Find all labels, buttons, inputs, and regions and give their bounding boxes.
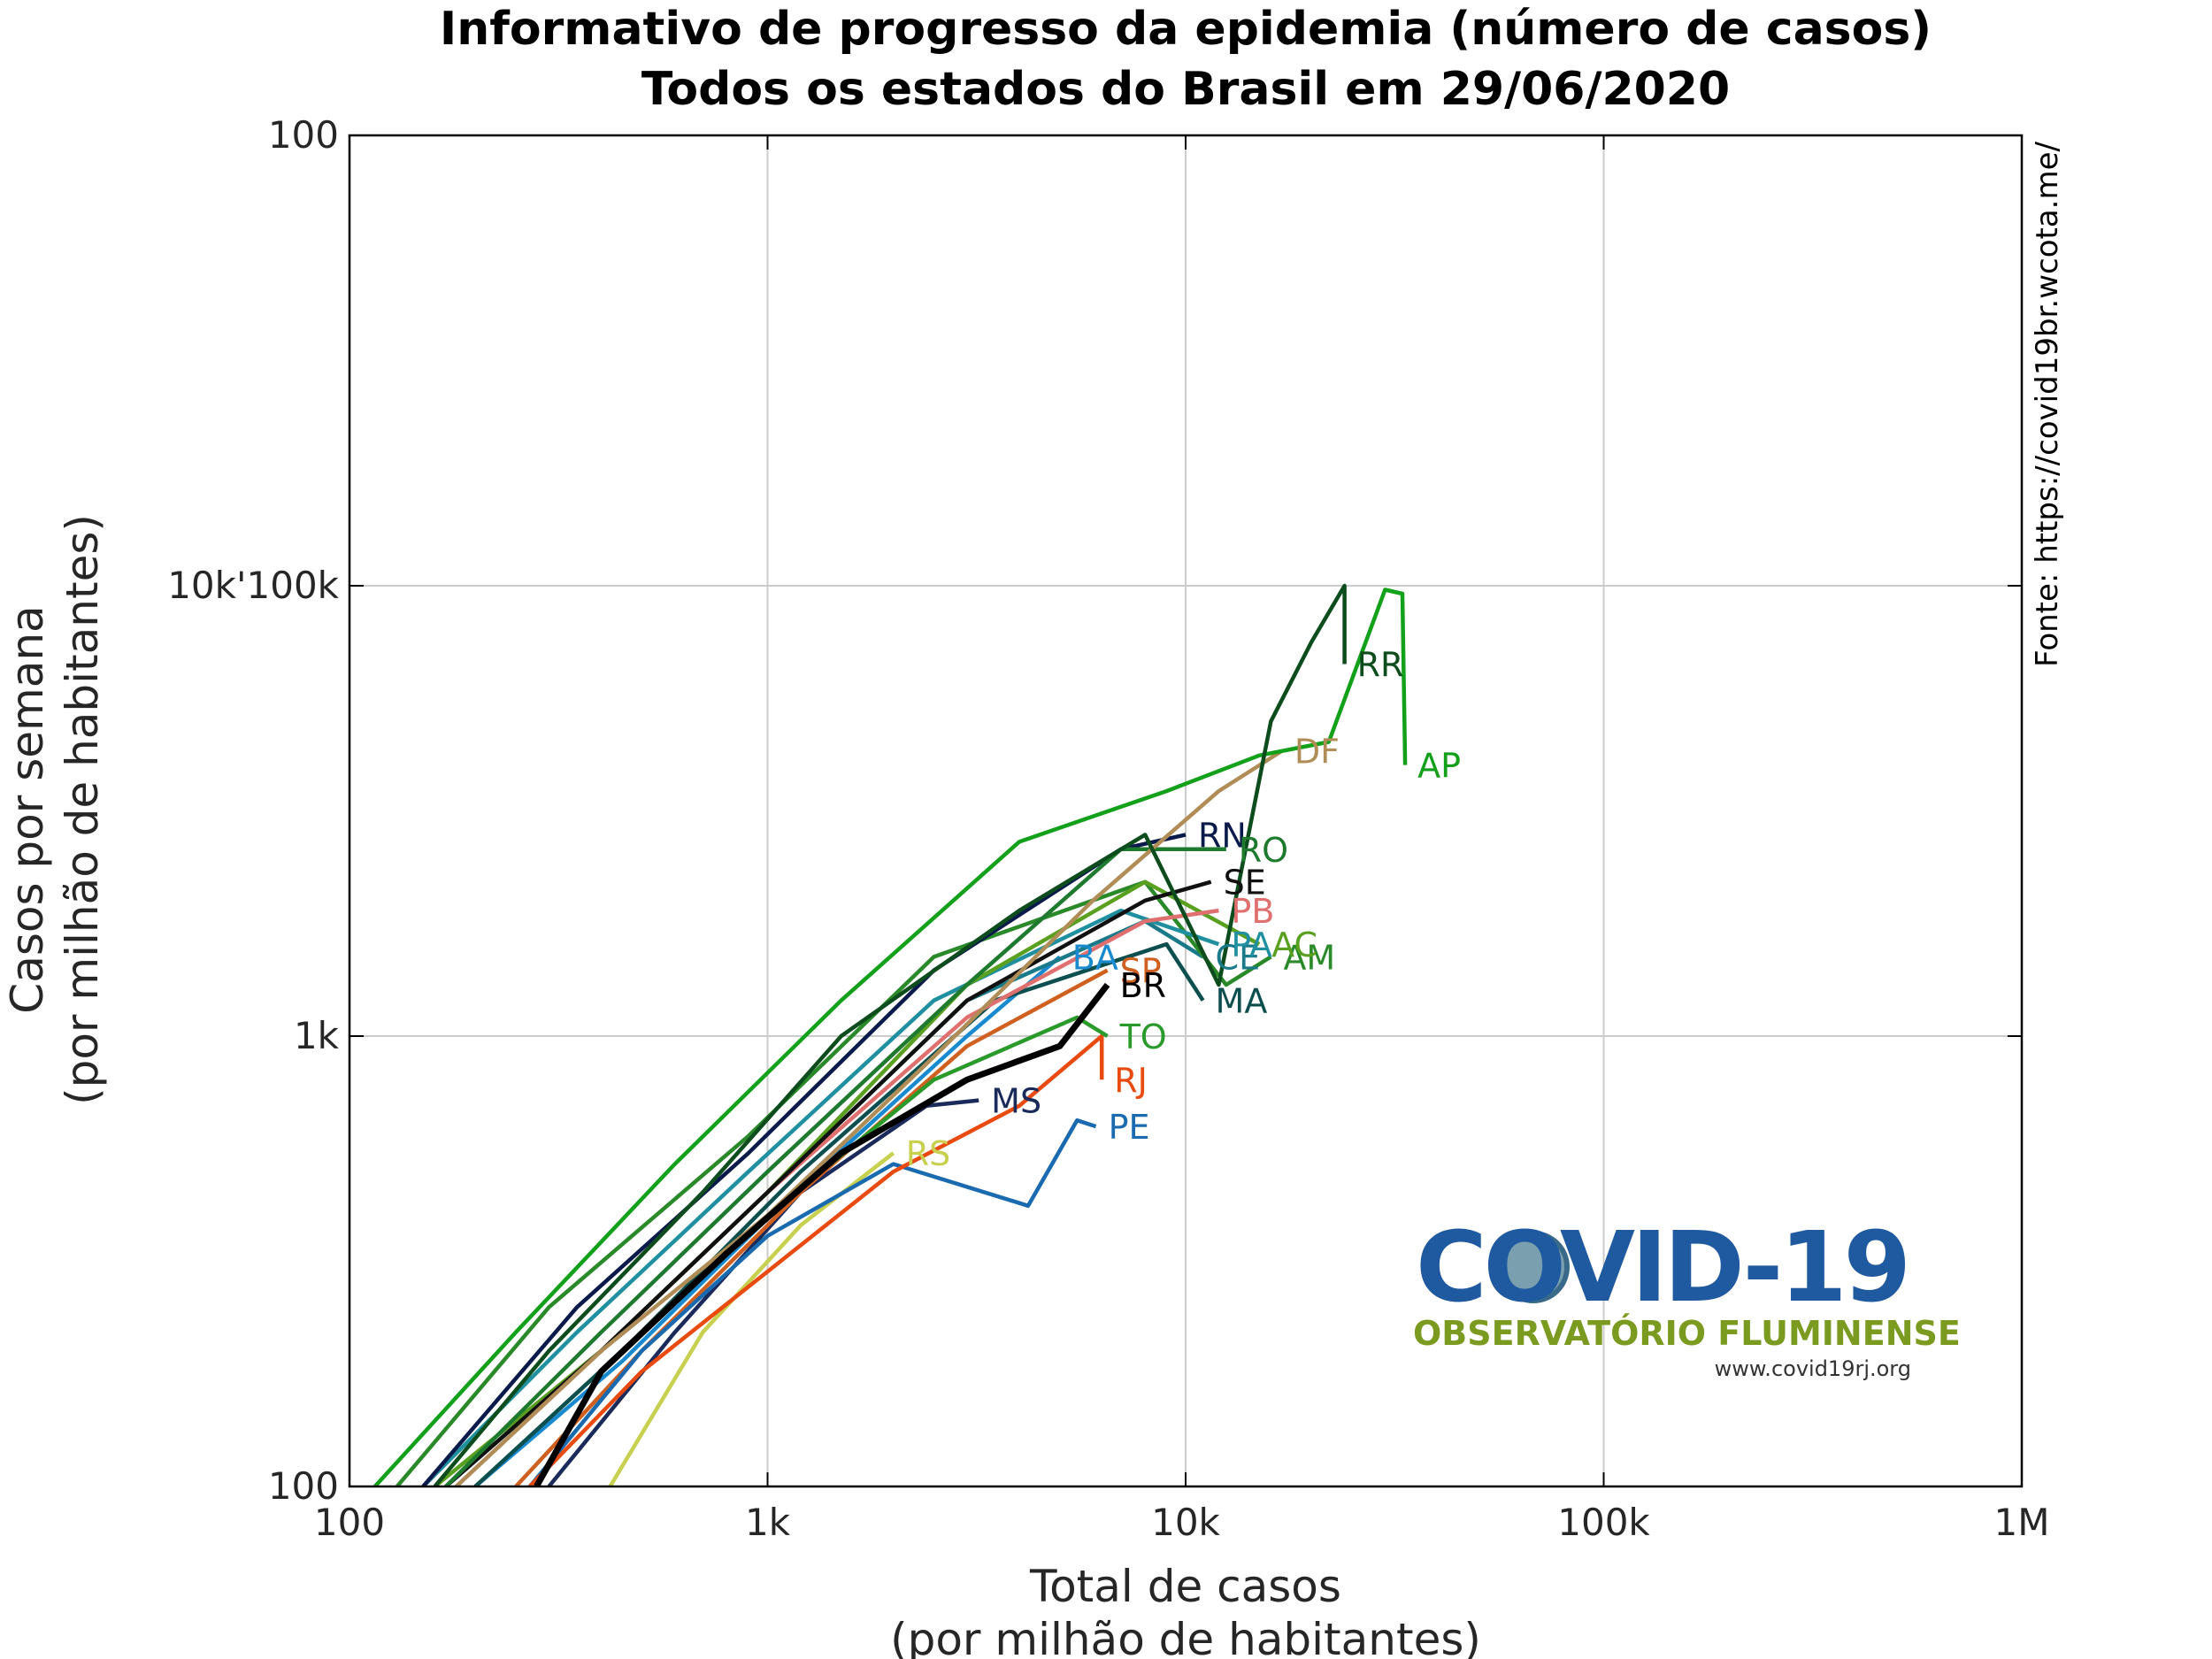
series-line: [396, 879, 1272, 1486]
series-line: [433, 583, 1347, 1486]
y-tick-label: 1k: [294, 1014, 340, 1057]
series-label: MA: [1216, 982, 1268, 1021]
series-label: RO: [1239, 831, 1288, 870]
series-label: PE: [1109, 1108, 1150, 1147]
x-tick-label: 1k: [745, 1501, 791, 1544]
series-label: BA: [1072, 938, 1118, 977]
series-label: RS: [906, 1134, 951, 1173]
series-label: MS: [991, 1082, 1041, 1121]
plot-frame: [348, 134, 2024, 1488]
series-label: AC: [1271, 926, 1317, 964]
series-line: [444, 847, 1226, 1486]
series-line: [528, 1033, 1104, 1486]
series-label: RN: [1198, 816, 1247, 855]
series-line: [421, 908, 1220, 1486]
series-label: PB: [1231, 892, 1274, 931]
chart-subtitle: Todos os estados do Brasil em 29/06/2020: [641, 63, 1730, 116]
x-tick-label: 100k: [1557, 1501, 1650, 1544]
x-axis-label: (por milhão de habitantes): [890, 1614, 1481, 1659]
lines: [373, 583, 1408, 1486]
x-axis-label: Total de casos: [1029, 1561, 1341, 1612]
series-label: PA: [1231, 926, 1271, 964]
series-line: [528, 1118, 1097, 1486]
series-label: TO: [1119, 1018, 1167, 1056]
x-tick-label: 1M: [1994, 1501, 2050, 1544]
series-line: [421, 833, 1187, 1486]
logo: COVID-19 OBSERVATÓRIO FLUMINENSE www.cov…: [1413, 1210, 1961, 1381]
y-tick-label: 100: [268, 1464, 339, 1508]
series-label: CE: [1216, 938, 1261, 977]
y-axis-label: Casos por semana: [2, 605, 53, 1013]
series-line: [534, 982, 1110, 1486]
series-label: AP: [1417, 747, 1461, 786]
logo-virus: [1497, 1231, 1570, 1303]
source-note: Fonte: https://covid19br.wcota.me/: [2030, 141, 2065, 667]
series-label: RR: [1357, 646, 1404, 685]
series-line: [455, 749, 1284, 1486]
series-label: SE: [1224, 864, 1266, 902]
logo-subtitle: OBSERVATÓRIO FLUMINENSE: [1413, 1314, 1961, 1353]
series-label: AM: [1283, 938, 1335, 977]
series-label: SP: [1120, 952, 1162, 991]
chart-title: Informativo de progresso da epidemia (nú…: [440, 3, 1932, 56]
logo-url: www.covid19rj.org: [1715, 1356, 1911, 1381]
y-tick-label: 10k'100k: [167, 564, 339, 607]
x-tick-label: 10k: [1151, 1501, 1220, 1544]
x-tick-label: 100: [314, 1501, 385, 1544]
y-tick-label: 100: [268, 113, 339, 157]
logo-title: COVID-19: [1416, 1210, 1911, 1324]
series-line: [373, 588, 1408, 1486]
series-label: BR: [1120, 966, 1166, 1005]
series-label: RJ: [1114, 1061, 1148, 1100]
y-axis-label: (por milhão de habitantes): [57, 514, 108, 1105]
series-label: DF: [1294, 733, 1340, 772]
